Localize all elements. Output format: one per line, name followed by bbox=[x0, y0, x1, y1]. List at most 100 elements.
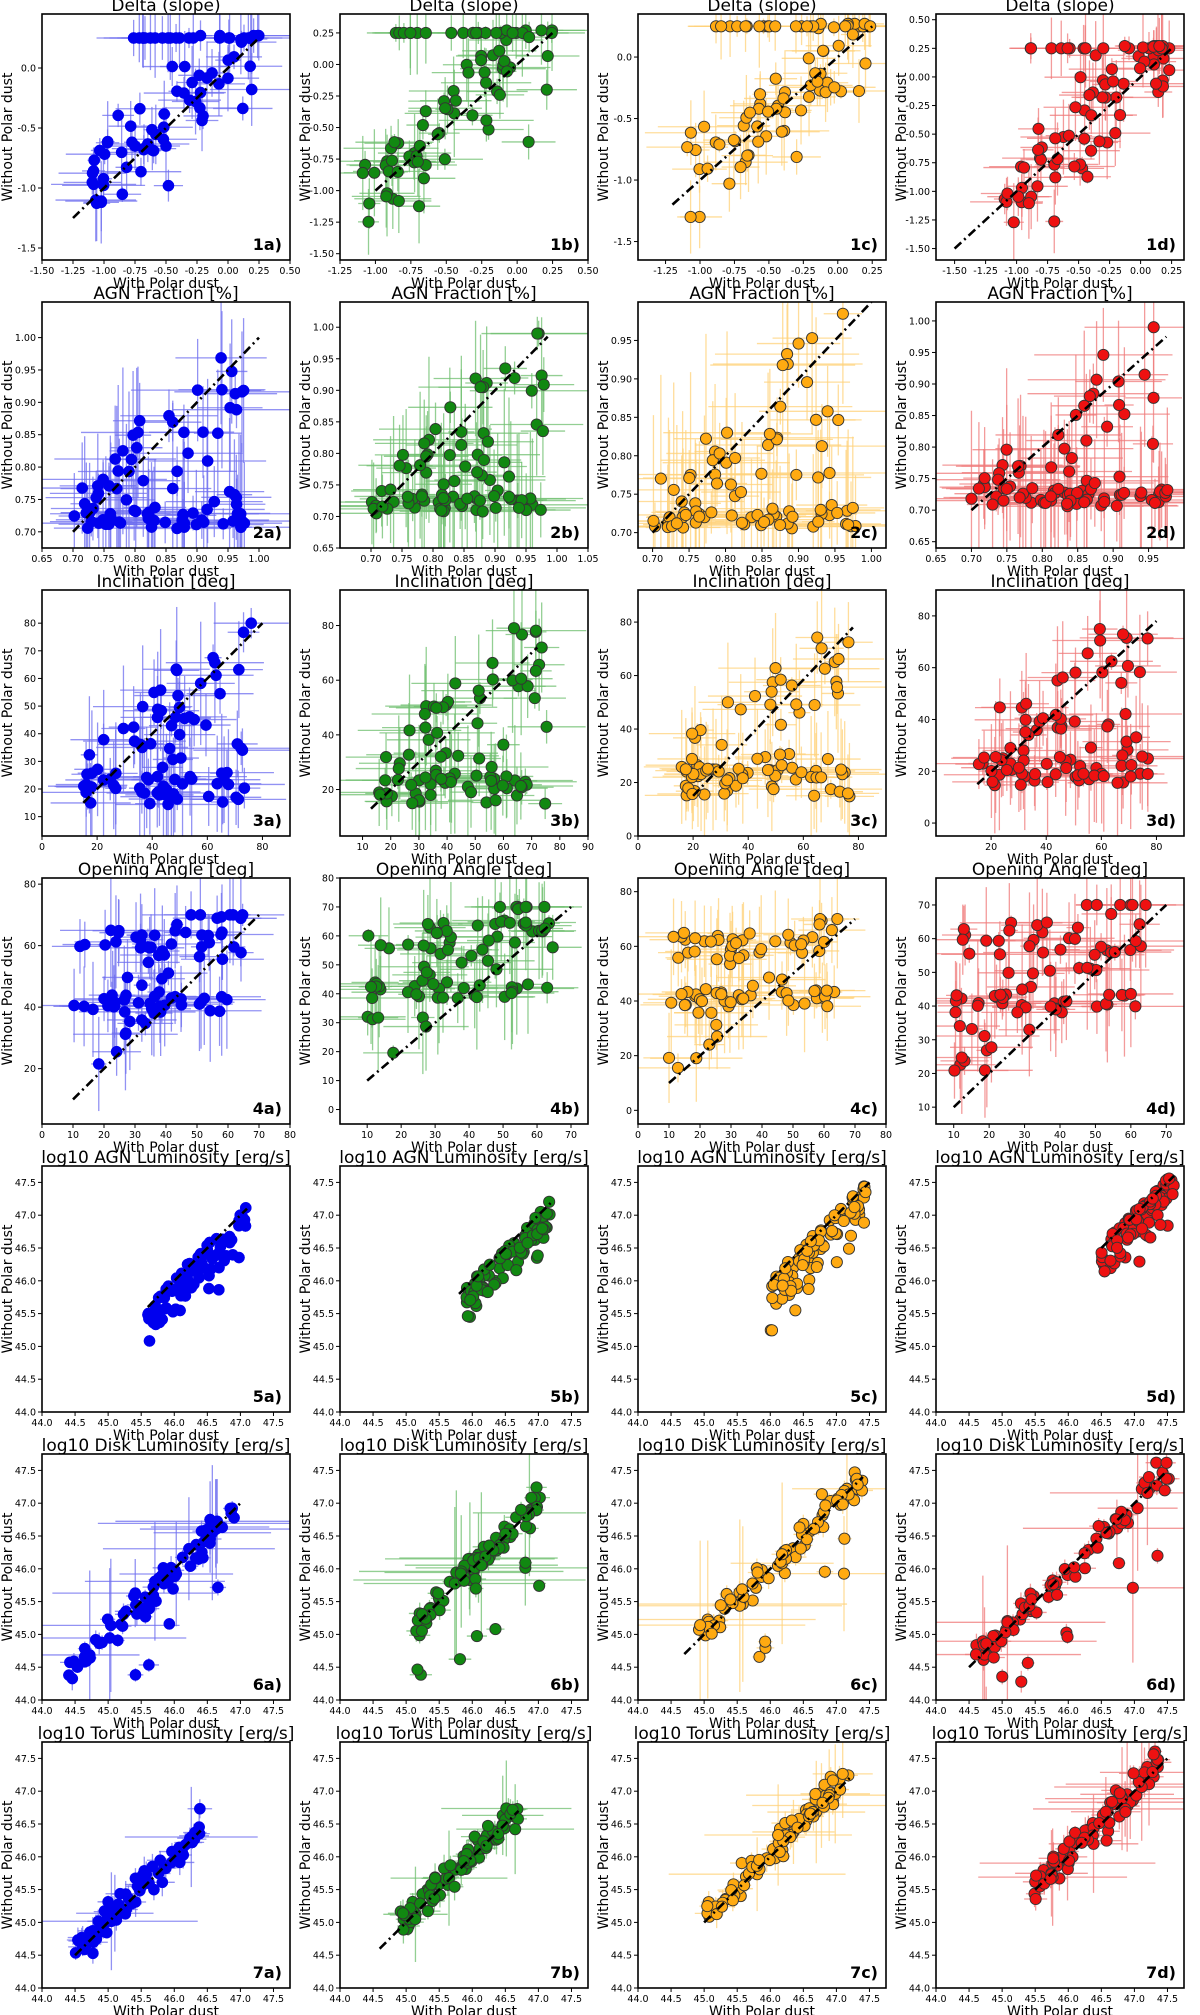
data-point bbox=[116, 188, 129, 201]
y-tick-label: 0.85 bbox=[15, 430, 36, 441]
data-point bbox=[752, 135, 765, 148]
data-point bbox=[671, 1061, 685, 1074]
x-tick-label: 45.0 bbox=[98, 1418, 119, 1429]
data-point bbox=[1124, 987, 1137, 1000]
data-point bbox=[1080, 434, 1093, 447]
data-point bbox=[667, 930, 680, 943]
x-tick-label: 10 bbox=[663, 1130, 675, 1141]
data-point bbox=[480, 114, 493, 127]
axes-frame bbox=[339, 589, 589, 837]
panel-label: 2d) bbox=[1146, 523, 1176, 542]
y-tick-label: 44.0 bbox=[15, 1408, 36, 1419]
data-point bbox=[775, 125, 788, 138]
data-point bbox=[1081, 647, 1094, 660]
x-tick-label: 0.75 bbox=[93, 554, 114, 565]
data-point bbox=[1000, 763, 1013, 777]
data-point bbox=[76, 482, 89, 494]
one-to-one-line bbox=[370, 335, 549, 518]
data-point bbox=[1097, 770, 1110, 783]
data-point bbox=[235, 36, 248, 48]
data-point bbox=[163, 742, 176, 755]
data-point bbox=[208, 495, 221, 508]
data-point bbox=[193, 950, 206, 963]
data-point bbox=[78, 938, 91, 951]
data-point bbox=[1071, 921, 1084, 934]
data-point bbox=[438, 153, 451, 166]
y-tick-label: 0.50 bbox=[909, 15, 930, 26]
error-bars bbox=[340, 878, 582, 1075]
data-point bbox=[662, 1051, 676, 1064]
data-point bbox=[362, 929, 375, 942]
data-point bbox=[739, 20, 752, 33]
data-point bbox=[112, 465, 125, 477]
plot-area bbox=[51, 14, 290, 244]
data-point bbox=[422, 733, 435, 746]
y-axis-label: Without Polar dust bbox=[596, 72, 612, 201]
data-point bbox=[1147, 391, 1160, 404]
data-point bbox=[416, 119, 429, 132]
axes-frame bbox=[637, 589, 887, 837]
data-point bbox=[112, 109, 125, 122]
data-point bbox=[68, 510, 81, 522]
x-tick-label: 0.70 bbox=[961, 554, 982, 565]
y-tick-label: 0.25 bbox=[313, 28, 334, 39]
y-axis-label: Without Polar dust bbox=[596, 936, 612, 1065]
data-point bbox=[162, 179, 175, 192]
one-to-one-line bbox=[82, 622, 264, 804]
data-point bbox=[1074, 71, 1087, 84]
x-tick-label: 40 bbox=[742, 842, 754, 853]
x-axis-label: With Polar dust bbox=[709, 564, 815, 580]
y-axis-label: Without Polar dust bbox=[894, 360, 910, 489]
data-point bbox=[1049, 768, 1062, 781]
x-tick-label: 46.0 bbox=[164, 1418, 185, 1429]
data-point bbox=[815, 771, 828, 784]
data-point bbox=[1136, 41, 1150, 54]
y-tick-label: 0.95 bbox=[611, 336, 632, 347]
y-tick-label: 40 bbox=[322, 989, 334, 1000]
x-tick-label: 0.80 bbox=[715, 554, 736, 565]
data-point bbox=[1017, 744, 1030, 757]
data-point bbox=[1114, 898, 1127, 912]
data-point bbox=[1153, 39, 1166, 53]
data-point bbox=[741, 149, 754, 162]
data-point bbox=[1125, 759, 1138, 772]
panel-1d: Delta (slope) -1.50 -1.25 -1.00 -0.75 -0.50 -0… bbox=[894, 0, 1185, 292]
y-tick-label: 0.0 bbox=[21, 64, 36, 75]
x-tick-label: 60 bbox=[222, 1130, 234, 1141]
data-point bbox=[681, 141, 694, 154]
data-point bbox=[1031, 180, 1044, 193]
data-point bbox=[115, 146, 128, 159]
data-point bbox=[763, 427, 776, 441]
data-point bbox=[1116, 628, 1130, 641]
data-point bbox=[1004, 741, 1017, 755]
x-tick-label: -0.50 bbox=[154, 266, 179, 277]
data-point bbox=[212, 1283, 225, 1296]
plot-area bbox=[953, 14, 1184, 260]
data-point bbox=[474, 381, 487, 394]
data-points bbox=[356, 24, 559, 228]
y-tick-label: -0.50 bbox=[309, 123, 334, 134]
one-to-one-line bbox=[366, 905, 572, 1082]
y-axis-label: Without Polar dust bbox=[0, 936, 16, 1065]
data-point bbox=[1105, 907, 1118, 921]
data-point bbox=[90, 491, 103, 504]
y-tick-label: 60 bbox=[24, 941, 36, 952]
data-point bbox=[435, 772, 448, 785]
x-tick-label: -1.00 bbox=[363, 266, 388, 277]
data-point bbox=[1081, 961, 1094, 974]
data-point bbox=[508, 936, 521, 949]
y-tick-label: 47.5 bbox=[15, 1178, 36, 1189]
data-point bbox=[512, 501, 526, 514]
data-point bbox=[790, 698, 803, 711]
y-axis-label: Without Polar dust bbox=[298, 72, 314, 201]
data-point bbox=[1019, 713, 1032, 726]
panel-2c: AGN Fraction [%] 0.70 0.75 0.80 0.85 0.90 0.95… bbox=[596, 284, 887, 580]
data-point bbox=[415, 490, 428, 503]
panel-1c: Delta (slope) -1.25 -1.00 -0.75 -0.50 -0.25 0.… bbox=[596, 0, 887, 292]
data-point bbox=[148, 686, 160, 699]
data-point bbox=[213, 32, 226, 44]
data-point bbox=[679, 508, 692, 521]
data-point bbox=[1135, 486, 1148, 499]
data-point bbox=[379, 751, 393, 764]
data-point bbox=[1024, 42, 1038, 55]
